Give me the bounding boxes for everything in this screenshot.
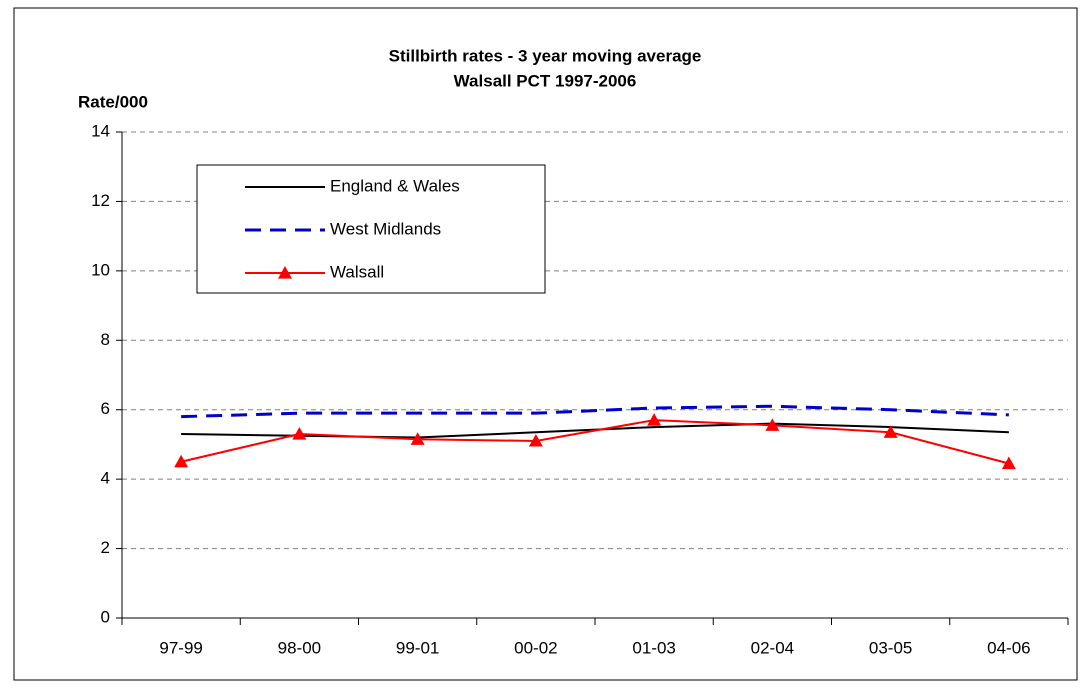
data-point bbox=[765, 418, 780, 431]
data-point bbox=[174, 454, 189, 468]
data-point bbox=[883, 425, 898, 438]
data-point bbox=[528, 433, 543, 447]
legend-label: England & Wales bbox=[330, 176, 460, 195]
series-line bbox=[181, 404, 1009, 419]
y-tick-label: 8 bbox=[101, 330, 110, 349]
data-point bbox=[292, 427, 307, 440]
chart-frame bbox=[13, 7, 1078, 681]
y-tick-label: 12 bbox=[91, 191, 110, 210]
x-tick-label: 98-00 bbox=[278, 638, 321, 657]
y-tick-label: 6 bbox=[101, 399, 110, 418]
x-tick-label: 97-99 bbox=[159, 638, 202, 657]
chart-title: Stillbirth rates - 3 year moving average bbox=[389, 46, 702, 65]
chart-subtitle: Walsall PCT 1997-2006 bbox=[454, 71, 637, 90]
y-tick-label: 10 bbox=[91, 260, 110, 279]
y-tick-label: 14 bbox=[91, 121, 110, 140]
y-tick-label: 0 bbox=[101, 607, 110, 626]
legend-label: West Midlands bbox=[330, 219, 441, 238]
data-point bbox=[647, 413, 662, 426]
x-tick-label: 02-04 bbox=[751, 638, 794, 657]
y-tick-label: 4 bbox=[101, 469, 110, 488]
x-tick-label: 03-05 bbox=[869, 638, 912, 657]
legend-marker bbox=[278, 266, 292, 279]
data-point bbox=[1001, 456, 1016, 470]
y-axis-label: Rate/000 bbox=[78, 92, 148, 111]
x-tick-label: 99-01 bbox=[396, 638, 439, 657]
legend-label: Walsall bbox=[330, 262, 384, 281]
series-line bbox=[180, 419, 1010, 465]
x-tick-label: 01-03 bbox=[632, 638, 675, 657]
x-tick-label: 04-06 bbox=[987, 638, 1030, 657]
y-tick-label: 2 bbox=[101, 538, 110, 557]
data-point bbox=[410, 432, 425, 445]
x-tick-label: 00-02 bbox=[514, 638, 557, 657]
